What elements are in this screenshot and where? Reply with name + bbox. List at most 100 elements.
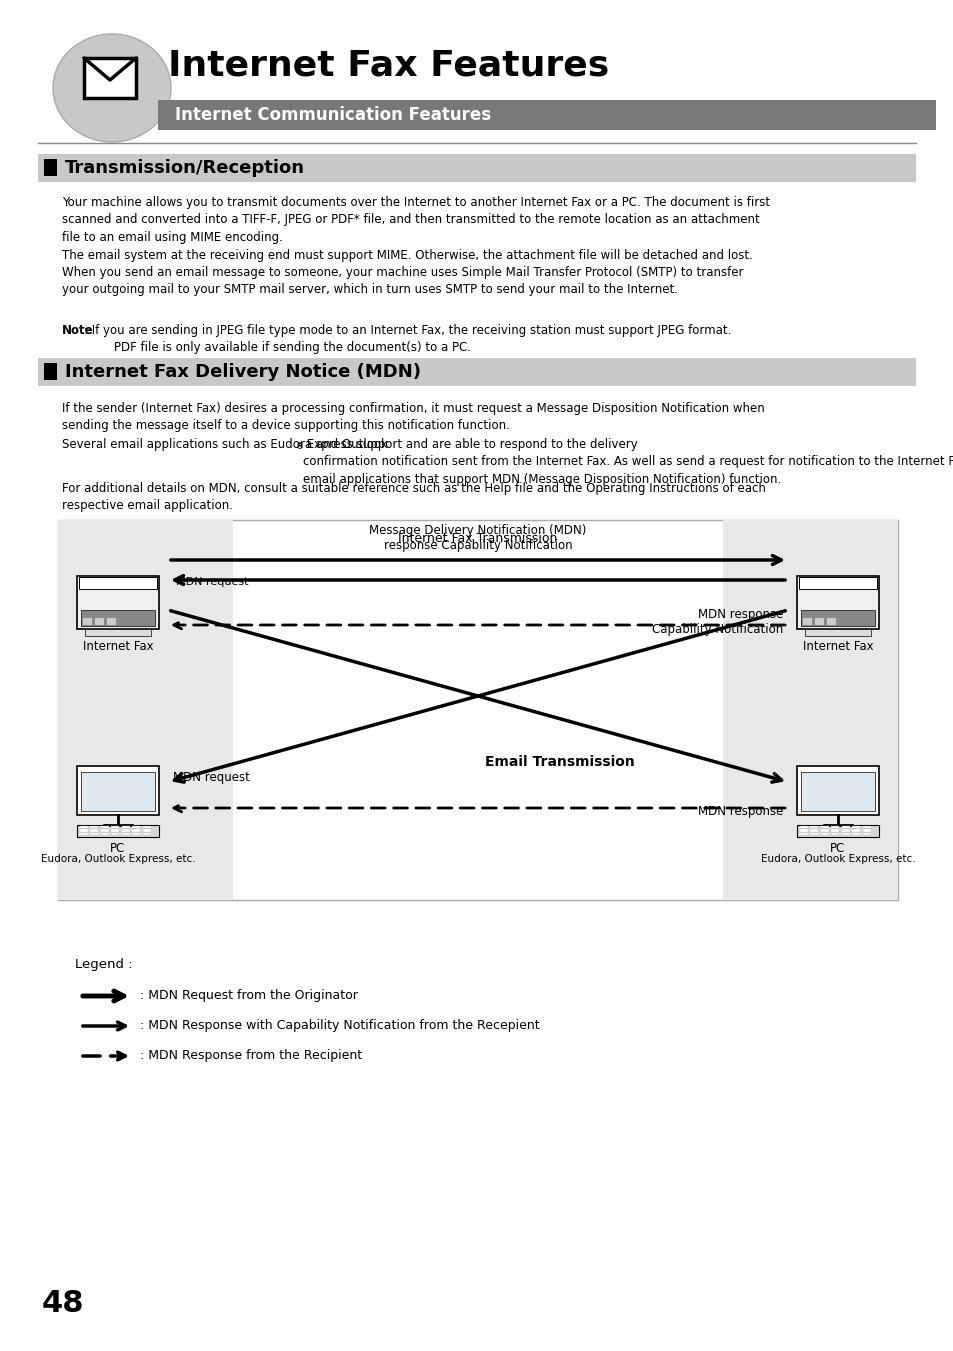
Bar <box>796 825 878 838</box>
Bar <box>800 825 807 828</box>
Bar <box>841 825 849 828</box>
Bar <box>91 830 98 831</box>
Bar <box>852 825 860 828</box>
Bar <box>83 617 91 626</box>
Text: Express support and are able to respond to the delivery
confirmation notificatio: Express support and are able to respond … <box>303 438 953 486</box>
Bar <box>84 58 136 99</box>
Bar <box>58 520 897 900</box>
Bar <box>801 771 874 811</box>
Bar <box>841 830 849 831</box>
Text: Message Delivery Notification (MDN)
response Capability Notification: Message Delivery Notification (MDN) resp… <box>369 524 586 553</box>
Text: Note: Note <box>62 324 93 336</box>
Text: Internet Fax Delivery Notice (MDN): Internet Fax Delivery Notice (MDN) <box>65 363 420 381</box>
Bar <box>143 825 151 828</box>
Bar <box>81 771 154 811</box>
Bar <box>77 766 159 815</box>
Bar <box>143 830 151 831</box>
Text: PC: PC <box>829 842 844 855</box>
Bar <box>810 825 818 828</box>
Bar <box>862 830 870 831</box>
Bar <box>831 830 839 831</box>
Bar <box>801 611 874 626</box>
Bar <box>80 830 88 831</box>
Text: Internet Fax: Internet Fax <box>83 640 153 653</box>
Bar <box>802 617 811 626</box>
Text: Eudora, Outlook Express, etc.: Eudora, Outlook Express, etc. <box>41 854 195 865</box>
Bar <box>80 832 88 835</box>
Bar <box>38 358 915 386</box>
Text: MDN response
Capability Notification: MDN response Capability Notification <box>651 608 782 636</box>
Bar <box>80 825 88 828</box>
Bar <box>95 617 104 626</box>
Text: Several email applications such as Eudora and Outlook: Several email applications such as Eudor… <box>62 438 388 451</box>
Bar <box>107 617 116 626</box>
Bar <box>831 825 839 828</box>
Text: Internet Communication Features: Internet Communication Features <box>174 105 491 124</box>
Text: PC: PC <box>111 842 126 855</box>
Bar <box>101 830 109 831</box>
Text: For additional details on MDN, consult a suitable reference such as the Help fil: For additional details on MDN, consult a… <box>62 482 765 512</box>
Bar <box>132 825 140 828</box>
Bar <box>722 520 897 900</box>
Text: Internet Fax Transmission: Internet Fax Transmission <box>398 531 558 544</box>
Text: Email Transmission: Email Transmission <box>485 755 634 769</box>
Bar <box>831 832 839 835</box>
Bar <box>799 577 876 589</box>
Text: If the sender (Internet Fax) desires a processing confirmation, it must request : If the sender (Internet Fax) desires a p… <box>62 403 764 432</box>
Text: Eudora, Outlook Express, etc.: Eudora, Outlook Express, etc. <box>760 854 914 865</box>
Bar <box>821 832 828 835</box>
Ellipse shape <box>53 34 171 142</box>
Bar <box>826 617 835 626</box>
Text: Internet Fax Features: Internet Fax Features <box>168 49 609 82</box>
Bar <box>122 825 130 828</box>
Text: Your machine allows you to transmit documents over the Internet to another Inter: Your machine allows you to transmit docu… <box>62 196 769 296</box>
Bar <box>821 830 828 831</box>
Bar <box>804 628 870 635</box>
Bar <box>143 832 151 835</box>
Bar <box>44 159 57 176</box>
Bar <box>852 830 860 831</box>
Text: Internet Fax: Internet Fax <box>801 640 872 653</box>
Text: MDN request: MDN request <box>172 771 250 785</box>
Bar <box>112 825 119 828</box>
Text: : MDN Request from the Originator: : MDN Request from the Originator <box>140 989 357 1002</box>
Bar <box>852 832 860 835</box>
Bar <box>101 832 109 835</box>
Bar <box>800 832 807 835</box>
Text: ®: ® <box>296 442 304 451</box>
Bar <box>122 832 130 835</box>
Bar <box>101 825 109 828</box>
Bar <box>81 611 154 626</box>
Bar <box>810 832 818 835</box>
Bar <box>77 576 159 628</box>
Bar <box>841 832 849 835</box>
Bar <box>821 825 828 828</box>
Text: : MDN Response with Capability Notification from the Recepient: : MDN Response with Capability Notificat… <box>140 1020 539 1032</box>
Bar <box>85 628 151 635</box>
Text: MDN request: MDN request <box>175 577 248 586</box>
Bar <box>38 154 915 182</box>
Bar <box>58 520 233 900</box>
Text: : MDN Response from the Recipient: : MDN Response from the Recipient <box>140 1050 362 1062</box>
Bar <box>796 766 878 815</box>
Text: 48: 48 <box>42 1289 85 1319</box>
Bar <box>91 832 98 835</box>
Bar <box>44 363 57 380</box>
Text: : If you are sending in JPEG file type mode to an Internet Fax, the receiving st: : If you are sending in JPEG file type m… <box>84 324 731 354</box>
Bar <box>112 830 119 831</box>
Bar <box>158 100 935 130</box>
Bar <box>800 830 807 831</box>
Bar <box>862 832 870 835</box>
Text: Legend :: Legend : <box>75 958 132 971</box>
Text: MDN response: MDN response <box>697 805 782 819</box>
Bar <box>132 832 140 835</box>
Bar <box>814 617 823 626</box>
Bar <box>810 830 818 831</box>
Bar <box>112 832 119 835</box>
Bar <box>862 825 870 828</box>
Bar <box>132 830 140 831</box>
Bar <box>91 825 98 828</box>
Bar <box>79 577 157 589</box>
Bar <box>122 830 130 831</box>
Text: Transmission/Reception: Transmission/Reception <box>65 159 305 177</box>
